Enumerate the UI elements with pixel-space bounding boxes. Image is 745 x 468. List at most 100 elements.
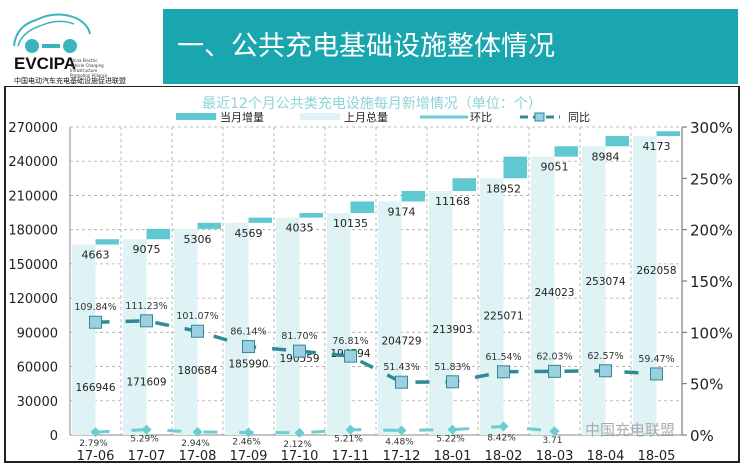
bar-previous-total: [225, 222, 249, 435]
y-left-tick: 270000: [8, 121, 58, 136]
bar-previous-total: [480, 178, 504, 436]
total-label: 244023: [534, 287, 574, 299]
bar-increment: [248, 217, 272, 223]
bar-increment: [452, 178, 476, 191]
yoy-label: 76.81%: [332, 336, 368, 347]
increment-label: 9174: [388, 205, 416, 218]
y-right-tick: 300%: [690, 119, 733, 137]
mom-label: 4.48%: [385, 437, 414, 447]
yoy-line: [95, 319, 657, 384]
mom-point: [294, 427, 305, 438]
total-label: 171609: [126, 376, 166, 388]
bar-previous-total: [429, 190, 453, 435]
x-tick: 18-01: [434, 449, 472, 464]
x-tick: 17-06: [77, 449, 115, 464]
increment-label: 4035: [286, 222, 314, 235]
chart-title: 最近12个月公共类充电设施每月新增情况（单位：个）: [202, 96, 542, 112]
total-label: 185990: [228, 359, 268, 371]
x-tick: 17-10: [281, 449, 319, 464]
total-label: 204729: [381, 336, 421, 348]
x-tick: 18-05: [638, 449, 676, 464]
bar-previous-total: [327, 213, 351, 435]
y-left-tick: 210000: [8, 189, 58, 204]
x-tick: 18-03: [536, 449, 574, 464]
x-tick: 17-09: [230, 449, 268, 464]
yoy-label: 81.70%: [281, 331, 317, 342]
yoy-point: [293, 344, 306, 358]
yoy-label: 62.57%: [587, 351, 623, 362]
yoy-point: [191, 324, 204, 338]
yoy-label: 62.03%: [536, 351, 572, 362]
mom-point: [141, 424, 152, 435]
y-right-tick: 250%: [690, 170, 733, 188]
watermark: 中国充电联盟: [585, 421, 675, 439]
mom-label: 5.29%: [130, 435, 159, 445]
y-left-tick: 30000: [17, 395, 58, 410]
yoy-label: 51.83%: [434, 362, 470, 373]
y-left-tick: 0: [50, 429, 58, 444]
yoy-point: [89, 315, 102, 329]
increment-label: 10135: [333, 217, 368, 230]
yoy-label: 111.23%: [125, 301, 167, 312]
increment-label: 11168: [435, 195, 470, 208]
bar-increment: [197, 222, 221, 229]
bar-increment: [503, 156, 527, 179]
mom-point: [192, 426, 203, 437]
increment-label: 4569: [235, 227, 263, 240]
bar-previous-total: [633, 136, 657, 436]
bar-previous-total: [378, 201, 402, 435]
increment-label: 4663: [82, 249, 110, 262]
increment-label: 4173: [643, 140, 671, 153]
bar-previous-total: [174, 228, 198, 435]
chart-frame: [4, 86, 740, 463]
bar-previous-total: [123, 239, 147, 435]
mom-point: [90, 427, 101, 438]
y-right-tick: 100%: [690, 324, 733, 342]
legend-swatch-increment: [176, 113, 216, 120]
x-tick: 18-02: [485, 449, 523, 464]
bar-increment: [554, 146, 578, 157]
mom-label: 8.42%: [487, 433, 516, 443]
mom-point: [345, 424, 356, 435]
x-tick: 17-12: [383, 449, 421, 464]
legend-label-increment: 当月增量: [220, 110, 264, 124]
bar-previous-total: [582, 146, 606, 436]
bar-increment: [350, 201, 374, 214]
yoy-label: 109.84%: [74, 302, 116, 313]
bar-previous-total: [72, 244, 96, 435]
y-left-tick: 240000: [8, 155, 58, 170]
bar-increment: [95, 239, 119, 245]
bar-increment: [605, 136, 629, 147]
y-right-tick: 50%: [690, 376, 723, 394]
mom-label: 2.94%: [181, 439, 210, 449]
total-label: 213903: [432, 324, 472, 336]
mom-point: [498, 421, 509, 432]
increment-label: 5306: [184, 233, 212, 246]
yoy-point: [344, 349, 357, 363]
mom-label: 3.71: [542, 436, 562, 446]
yoy-point: [140, 314, 153, 328]
yoy-label: 86.14%: [230, 327, 266, 338]
y-right-tick: 150%: [690, 273, 733, 291]
legend-label-mom: 环比: [470, 111, 492, 124]
bar-increment: [146, 228, 170, 240]
logo-text: EVCIPA: [14, 54, 77, 73]
y-left-tick: 90000: [17, 326, 58, 341]
increment-label: 9051: [541, 161, 569, 174]
car-plug-icon: [13, 13, 91, 53]
x-tick: 18-04: [587, 449, 625, 464]
yoy-label: 59.47%: [638, 354, 674, 365]
y-left-tick: 180000: [8, 224, 58, 239]
yoy-label: 61.54%: [485, 352, 521, 363]
yoy-point: [599, 364, 612, 378]
x-tick: 17-08: [179, 449, 217, 464]
yoy-point: [548, 364, 561, 378]
y-right-tick: 0%: [690, 427, 714, 445]
yoy-point: [650, 367, 663, 381]
total-label: 180684: [177, 365, 217, 377]
mom-label: 2.79%: [79, 439, 108, 449]
legend-marker-yoy: [534, 112, 545, 122]
logo: EVCIPA China Electric Vehicle Charging I…: [6, 6, 160, 86]
yoy-point: [446, 375, 459, 389]
